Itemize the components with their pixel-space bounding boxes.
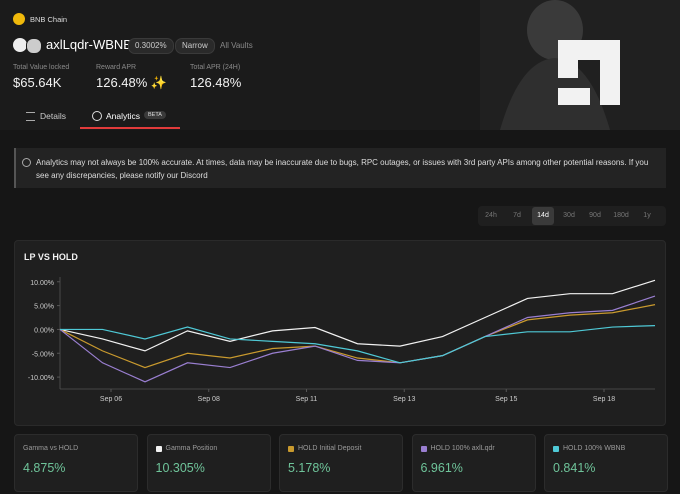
stat-value: $65.64K [13,75,62,90]
range-pill: Narrow [175,38,215,54]
range-bar [478,206,666,226]
range-button[interactable]: 14d [532,207,554,225]
stat-card: HOLD Initial Deposit 5.178% [279,434,403,492]
tab-badge: BETA [144,111,166,119]
chart-title: LP VS HOLD [24,252,78,262]
stat-card: HOLD 100% axlLqdr 6.961% [411,434,536,492]
chart-panel [14,240,666,426]
series-line [59,304,656,369]
series-line [60,325,656,364]
range-button[interactable]: 7d [513,212,521,219]
stat-card: Gamma Position 10.305% [146,434,271,492]
y-tick-label: -10.00% [28,375,54,382]
tab[interactable]: Analytics [106,111,141,121]
card-value: 0.841% [553,461,596,475]
tab[interactable]: Details [40,111,66,121]
tab-icon [26,112,35,121]
chart: LP VS HOLD 10.00% 5.00% 0.00% -5.00% -10.00%… [24,252,656,403]
x-tick-label: Sep 18 [593,396,615,403]
x-tick-label: Sep 15 [495,396,517,403]
card-value: 10.305% [155,461,205,475]
y-tick-label: -5.00% [32,351,54,358]
card-label: HOLD 100% WBNB [563,445,626,452]
stat-value: 126.48% ✨ [96,75,168,90]
range-button[interactable]: 90d [589,212,601,219]
all-vaults-link[interactable]: All Vaults [220,41,253,50]
stat-card: HOLD 100% WBNB 0.841% [544,434,668,492]
card-value: 5.178% [288,461,331,475]
range-button[interactable]: 24h [485,212,497,219]
hero-art [480,0,680,130]
tab-icon [92,111,102,121]
pair-name: axlLqdr-WBNB [46,37,132,52]
card-label: Gamma Position [165,445,218,452]
stat-card: Gamma vs HOLD 4.875% [14,434,138,492]
color-swatch [155,446,162,452]
tab-underline [80,127,180,129]
stat-label: Total APR (24H) [190,64,241,71]
fee-pill: 0.3002% [128,38,174,54]
token-icon [13,38,27,52]
stat-label: Total Value locked [13,64,70,71]
info-icon [22,158,31,167]
card-value: 4.875% [23,461,66,475]
x-tick-label: Sep 11 [296,396,318,403]
notice-box [14,148,666,188]
card-label: Gamma vs HOLD [23,445,79,452]
range-button[interactable]: 180d [613,212,629,219]
chain-name: BNB Chain [30,15,68,24]
notice-text: Analytics may not always be 100% accurat… [36,158,649,180]
stat-value: 126.48% [190,75,242,90]
color-swatch [420,446,427,452]
x-tick-label: Sep 08 [198,396,220,403]
stat-label: Reward APR [96,64,137,71]
series-line [59,279,656,352]
range-button[interactable]: 1y [643,212,651,219]
range-button[interactable]: 30d [563,212,575,219]
card-value: 6.961% [420,461,463,475]
y-tick-label: 10.00% [30,280,54,287]
x-tick-label: Sep 13 [393,396,415,403]
color-swatch [553,446,559,452]
chain-icon [13,13,25,25]
x-tick-label: Sep 06 [100,396,122,403]
token-icon [26,38,42,54]
card-label: HOLD 100% axlLqdr [430,445,495,452]
y-tick-label: 5.00% [34,304,54,311]
series-line [59,295,656,383]
y-tick-label: 0.00% [34,327,54,334]
card-label: HOLD Initial Deposit [298,445,362,452]
color-swatch [288,446,294,452]
